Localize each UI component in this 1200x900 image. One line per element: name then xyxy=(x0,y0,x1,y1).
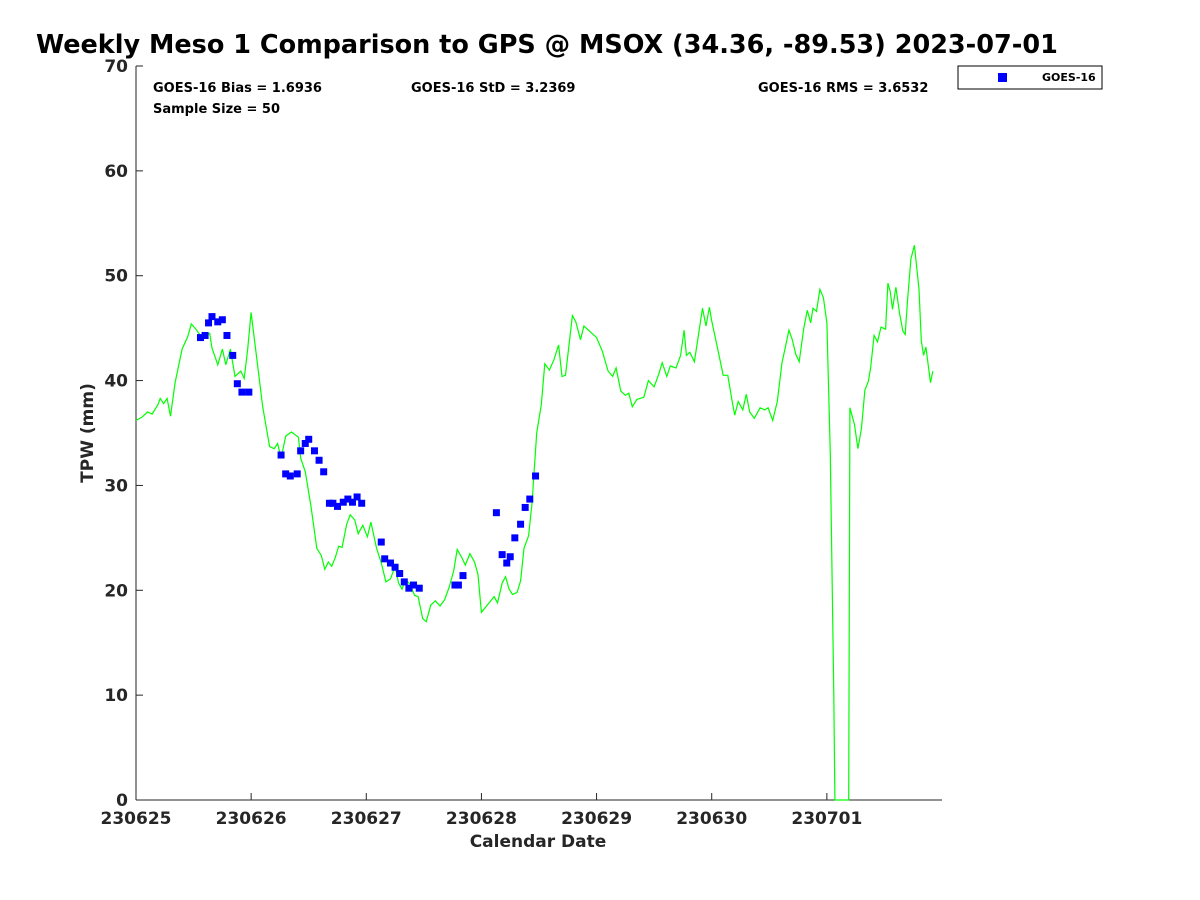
goes-data-point xyxy=(293,470,301,478)
y-tick-label: 40 xyxy=(104,372,128,392)
goes-data-point xyxy=(353,493,361,501)
sample-size-stat: Sample Size = 50 xyxy=(153,102,280,117)
y-tick-label: 0 xyxy=(116,791,128,811)
legend-box xyxy=(957,65,1103,90)
goes-points-layer xyxy=(196,313,540,592)
plot-frame xyxy=(135,66,942,801)
y-tick-label: 20 xyxy=(104,581,128,601)
goes-data-point xyxy=(503,559,511,567)
goes-data-point xyxy=(358,499,366,507)
goes-data-point xyxy=(205,319,213,327)
goes-data-point xyxy=(196,334,204,342)
goes-data-point xyxy=(208,313,216,321)
legend-label: GOES-16 xyxy=(1042,71,1096,84)
goes-data-point xyxy=(348,498,356,506)
goes-data-point xyxy=(511,534,519,542)
x-tick-label: 230701 xyxy=(791,809,862,829)
legend: GOES-16 xyxy=(957,65,1103,90)
goes-data-point xyxy=(400,578,408,586)
x-axis-label: Calendar Date xyxy=(470,832,607,852)
std-stat: GOES-16 StD = 3.2369 xyxy=(411,81,575,96)
x-tick-label: 230625 xyxy=(101,809,172,829)
bias-stat: GOES-16 Bias = 1.6936 xyxy=(153,81,322,96)
goes-data-point xyxy=(282,470,290,478)
goes-data-point xyxy=(339,498,347,506)
goes-data-point xyxy=(381,555,389,563)
goes-data-point xyxy=(233,380,241,388)
goes-data-point xyxy=(498,551,506,559)
y-tick-label: 10 xyxy=(104,686,128,706)
y-axis-label: TPW (mm) xyxy=(78,383,98,483)
x-tick-label: 230626 xyxy=(216,809,287,829)
goes-data-point xyxy=(521,503,529,511)
goes-data-point xyxy=(214,318,222,326)
goes-data-point xyxy=(492,509,500,517)
rms-stat: GOES-16 RMS = 3.6532 xyxy=(758,81,928,96)
goes-data-point xyxy=(409,581,417,589)
goes-data-point xyxy=(238,388,246,396)
goes-data-point xyxy=(415,584,423,592)
goes-data-point xyxy=(459,572,467,580)
goes-data-point xyxy=(532,472,540,480)
gps-series-line xyxy=(135,245,934,801)
legend-marker xyxy=(998,73,1007,82)
goes-data-point xyxy=(386,559,394,567)
goes-data-point xyxy=(310,447,318,455)
goes-data-point xyxy=(391,563,399,571)
goes-data-point xyxy=(315,456,323,464)
goes-data-point xyxy=(344,495,352,503)
goes-data-point xyxy=(517,520,525,528)
goes-data-point xyxy=(334,502,341,510)
goes-data-point xyxy=(506,553,514,561)
goes-data-point xyxy=(454,581,462,589)
goes-data-point xyxy=(245,388,253,396)
goes-data-point xyxy=(301,439,309,447)
goes-data-point xyxy=(320,468,328,476)
goes-data-point xyxy=(297,447,305,455)
goes-data-point xyxy=(305,435,313,443)
goes-data-point xyxy=(526,495,534,503)
goes-data-point xyxy=(405,584,413,592)
goes-data-point xyxy=(218,316,226,324)
gps-line-layer xyxy=(135,245,934,801)
goes-data-point xyxy=(277,451,285,459)
x-tick-label: 230628 xyxy=(446,809,517,829)
goes-data-point xyxy=(329,499,337,507)
chart-title: Weekly Meso 1 Comparison to GPS @ MSOX (… xyxy=(36,30,1058,60)
goes-data-point xyxy=(201,331,209,339)
goes-data-point xyxy=(229,351,237,359)
y-tick-label: 60 xyxy=(104,162,128,182)
y-tick-label: 70 xyxy=(104,57,128,77)
goes-data-point xyxy=(223,331,231,339)
goes-data-point xyxy=(396,570,404,578)
y-tick-label: 50 xyxy=(104,267,128,287)
x-tick-label: 230630 xyxy=(676,809,747,829)
x-tick-label: 230627 xyxy=(331,809,402,829)
y-axis-ticks: 0 10 20 30 40 50 60 70 xyxy=(104,57,143,811)
goes-data-point xyxy=(377,538,385,546)
y-tick-label: 30 xyxy=(104,476,128,496)
x-axis-ticks: 230625 230626 230627 230628 230629 230630 2307… xyxy=(101,793,862,829)
goes-data-point xyxy=(286,472,294,480)
x-tick-label: 230629 xyxy=(561,809,632,829)
